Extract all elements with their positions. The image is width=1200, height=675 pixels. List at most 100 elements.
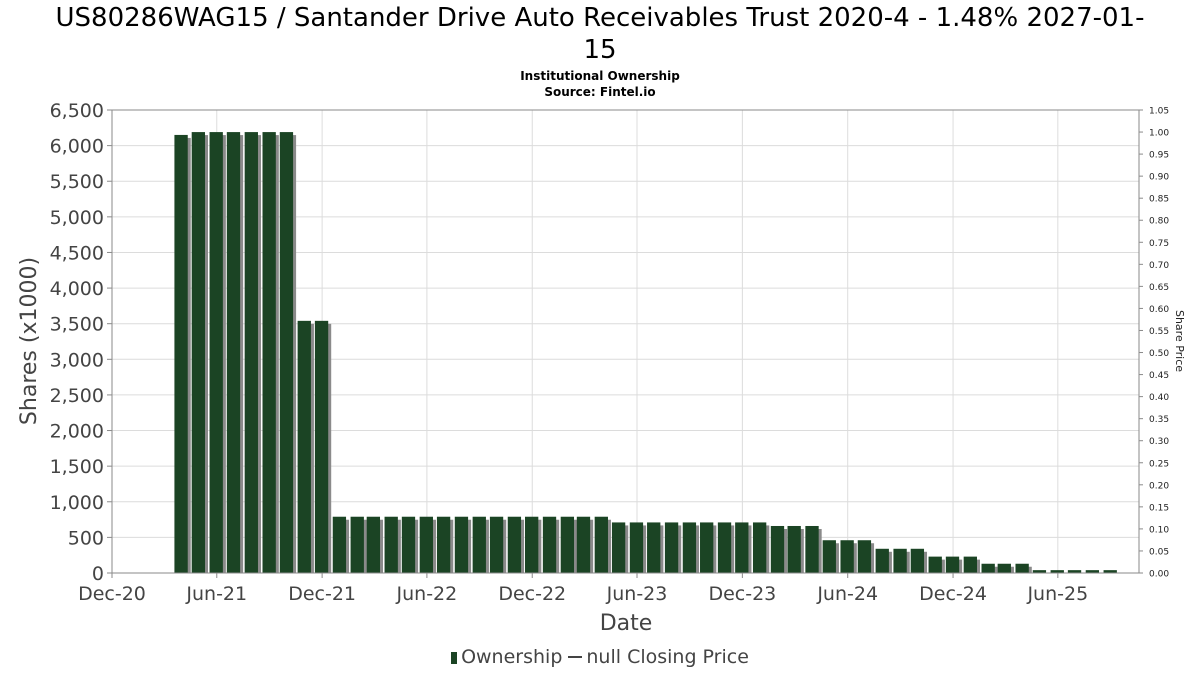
y-tick-label: 0 [92,563,104,585]
ownership-bar [1050,570,1064,573]
ownership-bar [857,540,872,573]
y-tick-label: 2,000 [50,421,104,443]
y2-tick-label: 0.85 [1149,195,1169,205]
ownership-bar [787,525,801,573]
y-tick-label: 6,500 [50,100,104,122]
price-legend-line [568,656,583,658]
ownership-bar [893,548,907,573]
ownership-bar [1103,570,1117,573]
ownership-bar [436,516,451,573]
ownership-legend-label: Ownership [461,646,563,668]
y2-tick-label: 0.50 [1149,349,1169,359]
ownership-bar [454,516,469,573]
ownership-bar [770,525,785,573]
y2-tick-label: 0.55 [1149,327,1169,337]
ownership-bar [1015,563,1029,573]
ownership-bar [332,516,347,573]
y2-tick-label: 0.30 [1149,437,1169,447]
y-tick-label: 1,000 [50,492,104,514]
plot-frame [111,109,1140,574]
y2-tick-label: 0.15 [1149,503,1169,513]
x-tick-label: Jun-24 [816,583,878,605]
x-tick-label: Dec-21 [288,583,356,605]
ownership-bar [1067,570,1082,573]
ownership-bars [174,132,1117,573]
ownership-bar [244,132,258,573]
ownership-bar [279,132,294,573]
ownership-bar [664,522,679,573]
y2-tick-label: 0.40 [1149,393,1169,403]
ownership-bar [401,516,416,573]
y-tick-label: 5,500 [50,171,104,193]
y-tick-label: 1,500 [50,456,104,478]
subtitle-institutional: Institutional Ownership [520,69,680,83]
ownership-bar [560,516,575,573]
y2-tick-label: 0.70 [1149,261,1169,271]
subtitle-source: Source: Fintel.io [544,85,656,99]
y2-tick-label: 0.10 [1149,525,1169,535]
chart-title-line2: 15 [583,35,617,65]
y2-tick-label: 0.00 [1149,570,1169,580]
ownership-bar [262,132,276,573]
ownership-bar [910,548,925,573]
y2-axis-label: Share Price [1173,310,1186,372]
y-tick-label: 5,000 [50,207,104,229]
x-tick-label: Jun-22 [396,583,458,605]
ownership-bar [611,522,626,573]
ownership-bar [805,525,819,573]
y2-tick-label: 0.75 [1149,239,1169,249]
x-tick-label: Dec-22 [498,583,566,605]
ownership-bar [647,522,661,573]
ownership-bar [822,540,836,573]
ownership-bar [700,522,714,573]
x-tick-label: Dec-23 [708,583,776,605]
y2-tick-label: 0.45 [1149,371,1169,381]
ownership-bar [752,522,767,573]
ownership-bar [350,516,364,573]
y-tick-label: 3,000 [50,349,104,371]
ownership-bar [840,540,854,573]
chart-title-line1: US80286WAG15 / Santander Drive Auto Rece… [55,3,1145,33]
x-tick-label: Dec-20 [78,583,146,605]
legend: Ownership null Closing Price [0,646,1200,668]
y2-tick-label: 0.25 [1149,459,1169,469]
ownership-bar [472,516,486,573]
y2-axis-ticks: 0.00 0.05 0.10 0.15 0.20 0.25 0.30 0.35 0.40 0.45… [1139,107,1169,580]
ownership-bar [963,556,977,573]
x-axis-label: Date [600,611,653,636]
y-tick-label: 4,500 [50,242,104,264]
ownership-bar [717,522,732,573]
ownership-bar [981,563,995,573]
y2-tick-label: 1.05 [1149,107,1169,117]
y-tick-label: 3,500 [50,314,104,336]
y2-tick-label: 0.60 [1149,305,1169,315]
ownership-bar [875,548,889,573]
price-legend-label: null Closing Price [586,646,749,668]
ownership-bar [314,320,329,573]
ownership-bar [735,522,749,573]
y2-tick-label: 0.95 [1149,151,1169,161]
y2-tick-label: 1.00 [1149,129,1169,139]
ownership-bar [384,516,398,573]
x-tick-label: Jun-25 [1026,583,1088,605]
ownership-bar [226,132,241,573]
ownership-bar [507,516,522,573]
ownership-bar [525,516,539,573]
chart-subtitle: Institutional Ownership Source: Fintel.i… [0,68,1200,100]
y-tick-label: 6,000 [50,136,104,158]
ownership-bar [209,132,223,573]
ownership-bar [576,516,591,573]
ownership-bar [297,320,311,573]
chart-title: US80286WAG15 / Santander Drive Auto Rece… [0,2,1200,66]
y-tick-label: 500 [68,527,104,549]
x-axis-ticks: Dec-20 Jun-21 Dec-21 Jun-22 Dec-22 Jun-23 Dec-… [78,573,1088,605]
ownership-bar [629,522,644,573]
ownership-bar [997,563,1011,573]
y2-tick-label: 0.65 [1149,283,1169,293]
ownership-bar [366,516,381,573]
y-axis-label: Shares (x1000) [17,257,42,425]
ownership-bar [489,516,504,573]
y-axis-ticks: 0 500 1,000 1,500 2,000 2,500 3,000 3,500 4,000 4… [50,100,112,585]
ownership-bar [191,132,206,573]
